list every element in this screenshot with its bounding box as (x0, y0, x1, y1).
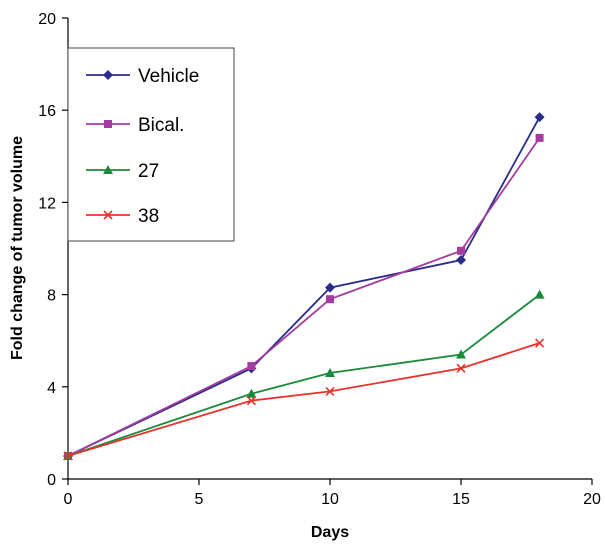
series-line-27 (67, 293, 541, 457)
legend: Vehicle Bical. 27 38 (67, 47, 235, 242)
x-tick-label: 5 (195, 491, 204, 508)
legend-marker-bical (104, 120, 112, 128)
data-point-38 (456, 363, 466, 373)
ticks: 0 5 10 15 20 0 4 8 12 16 20 (38, 11, 601, 508)
data-point-38 (63, 451, 73, 461)
x-tick-label: 20 (583, 491, 601, 508)
data-point-bical (535, 133, 544, 142)
legend-label-27: 27 (138, 161, 159, 182)
data-point-38 (246, 396, 256, 406)
data-point-vehicle (456, 255, 466, 266)
data-point-bical (247, 362, 256, 371)
legend-label-38: 38 (138, 206, 159, 227)
data-point-27 (325, 367, 335, 377)
legend-marker-38 (103, 210, 113, 220)
y-tick-label: 0 (47, 472, 56, 489)
data-point-bical (326, 295, 334, 304)
legend-box (67, 47, 235, 242)
x-axis-title: Days (311, 524, 349, 541)
y-tick-label: 12 (38, 195, 56, 212)
y-tick-label: 16 (38, 103, 56, 120)
x-tick-label: 10 (321, 491, 339, 508)
x-tick-label: 0 (64, 491, 73, 508)
y-tick-label: 20 (38, 11, 56, 28)
series-line-38 (67, 342, 540, 457)
data-point-bical (457, 246, 465, 255)
legend-marker-vehicle (103, 70, 113, 80)
y-tick-label: 4 (47, 380, 56, 397)
data-point-38 (325, 386, 335, 396)
x-tick-label: 15 (452, 491, 470, 508)
series-layer (63, 112, 545, 461)
y-axis-title: Fold change of tumor volume (9, 136, 26, 360)
legend-label-vehicle: Vehicle (138, 66, 199, 87)
legend-marker-27 (103, 165, 113, 174)
y-tick-label: 8 (47, 288, 56, 305)
data-point-27 (534, 289, 545, 299)
data-point-vehicle (534, 112, 545, 123)
data-point-38 (535, 338, 545, 348)
data-point-27 (246, 388, 257, 398)
data-point-27 (456, 349, 466, 359)
data-point-vehicle (325, 282, 335, 293)
legend-label-bical: Bical. (138, 115, 184, 136)
